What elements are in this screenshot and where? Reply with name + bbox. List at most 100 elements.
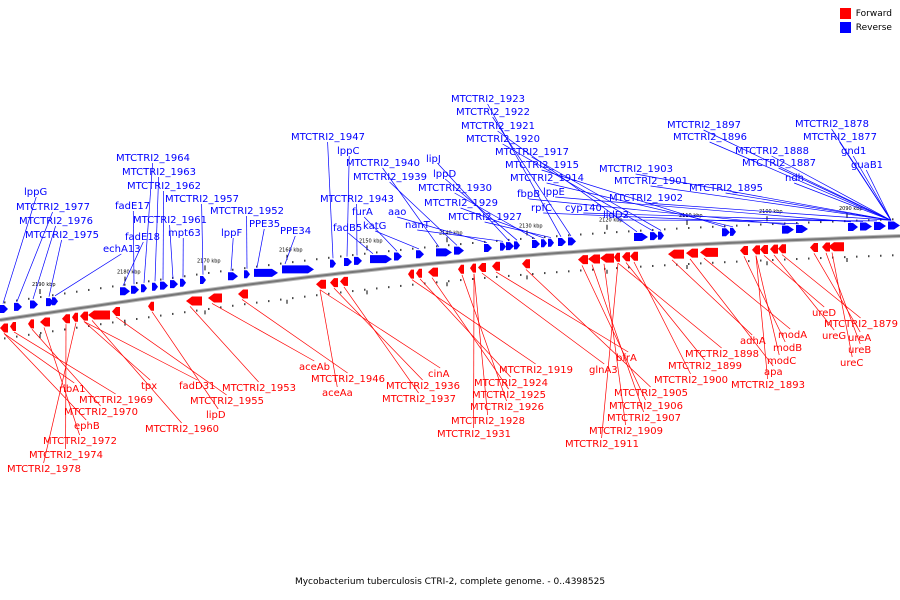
gene-arrow	[112, 306, 120, 316]
gene-leader	[2, 196, 37, 304]
gene-arrow	[828, 242, 844, 252]
track-dot	[892, 218, 894, 221]
track-dot	[148, 316, 150, 319]
gene-label: glnA3	[589, 365, 618, 376]
scale-tick-label: 2150 kbp	[359, 238, 383, 244]
gene-leader	[319, 289, 441, 369]
gene-arrow	[0, 305, 8, 313]
gene-label: lppF	[221, 228, 242, 239]
figure-caption: Mycobacterium tuberculosis CTRI-2, compl…	[294, 577, 606, 587]
gene-arrow	[354, 256, 362, 265]
gene-arrow	[470, 263, 476, 273]
gene-arrow	[148, 301, 154, 311]
legend-forward: Forward	[839, 8, 892, 19]
gene-label: cyp140	[565, 203, 602, 214]
track-dot	[112, 321, 114, 324]
track-dot	[628, 230, 630, 233]
track-dot	[688, 226, 690, 229]
track-dot	[508, 238, 510, 241]
track-dot	[328, 292, 330, 295]
gene-arrow	[778, 244, 786, 254]
track-dot	[76, 326, 78, 329]
gene-arrow	[492, 261, 500, 271]
gene-label: MTCTRI2_1924	[474, 378, 548, 389]
track-dot	[64, 292, 66, 295]
track-dot	[508, 274, 510, 277]
track-dot	[676, 227, 678, 230]
track-dot	[196, 273, 198, 276]
track-dot	[664, 228, 666, 231]
track-dot	[4, 301, 6, 304]
track-dot	[484, 276, 486, 279]
gene-leader	[154, 176, 159, 282]
track-dot	[124, 283, 126, 286]
gene-label: fadE18	[125, 232, 160, 243]
gene-label: modB	[773, 343, 802, 354]
gene-arrow	[634, 233, 648, 242]
track-dot	[784, 258, 786, 261]
gene-label: modA	[778, 330, 807, 341]
gene-label: MTCTRI2_1903	[599, 164, 673, 175]
gene-label: MTCTRI2_1975	[25, 230, 99, 241]
gene-leader	[703, 129, 892, 221]
track-dot	[700, 226, 702, 229]
gene-label: MTCTRI2_1952	[210, 206, 284, 217]
gene-arrow	[506, 242, 514, 251]
gene-leader	[91, 320, 182, 424]
track-dot	[556, 271, 558, 274]
gene-arrow	[316, 279, 326, 289]
track-dot	[100, 323, 102, 326]
gene-arrow	[120, 287, 130, 296]
gene-arrow	[860, 222, 872, 231]
gene-leader	[397, 216, 488, 244]
track-dot	[376, 287, 378, 290]
gene-arrow	[730, 227, 736, 236]
track-dot	[868, 219, 870, 222]
gene-arrow	[244, 270, 250, 279]
gene-label: MTCTRI2_1946	[311, 374, 385, 385]
gene-label: MTCTRI2_1943	[320, 194, 394, 205]
gene-label: lldD2	[603, 210, 629, 221]
gene-label: MTCTRI2_1900	[654, 375, 728, 386]
track-dot	[244, 267, 246, 270]
gene-label: MTCTRI2_1907	[607, 413, 681, 424]
track-dot	[568, 234, 570, 237]
track-dot	[268, 264, 270, 267]
track-dot	[748, 260, 750, 263]
track-dot	[592, 232, 594, 235]
scale-tick-label: 2160 kbp	[279, 248, 303, 254]
gene-leader	[671, 259, 753, 336]
gene-label: MTCTRI2_1896	[673, 132, 747, 143]
track-dot	[640, 229, 642, 232]
track-dot	[352, 290, 354, 293]
track-dot	[448, 280, 450, 283]
gene-label: katG	[363, 221, 386, 232]
gene-label: MTCTRI2_1976	[19, 216, 93, 227]
track-dot	[772, 223, 774, 226]
gene-leader	[781, 254, 861, 319]
gene-label: MTCTRI2_1961	[133, 215, 207, 226]
track-dot	[808, 221, 810, 224]
gene-arrow	[394, 252, 402, 261]
track-dot	[112, 285, 114, 288]
track-dot	[556, 235, 558, 238]
gene-leader	[755, 255, 768, 380]
track-dot	[4, 337, 6, 340]
track-dot	[796, 258, 798, 261]
track-dot	[124, 319, 126, 322]
gene-label: MTCTRI2_1914	[510, 173, 584, 184]
gene-leader	[201, 203, 204, 275]
gene-label: ephB	[74, 421, 100, 432]
gene-arrow	[722, 228, 730, 237]
track-dot	[712, 225, 714, 228]
track-dot	[304, 259, 306, 262]
track-dot	[460, 279, 462, 282]
gene-label: MTCTRI2_1931	[437, 429, 511, 440]
gene-leader	[162, 190, 164, 281]
gene-arrow	[131, 285, 139, 294]
gene-label: MTCTRI2_1930	[418, 183, 492, 194]
track-dot	[688, 262, 690, 265]
gene-label: MTCTRI2_1953	[222, 383, 296, 394]
gene-arrow	[478, 262, 486, 272]
gene-label: MTCTRI2_1905	[614, 388, 688, 399]
